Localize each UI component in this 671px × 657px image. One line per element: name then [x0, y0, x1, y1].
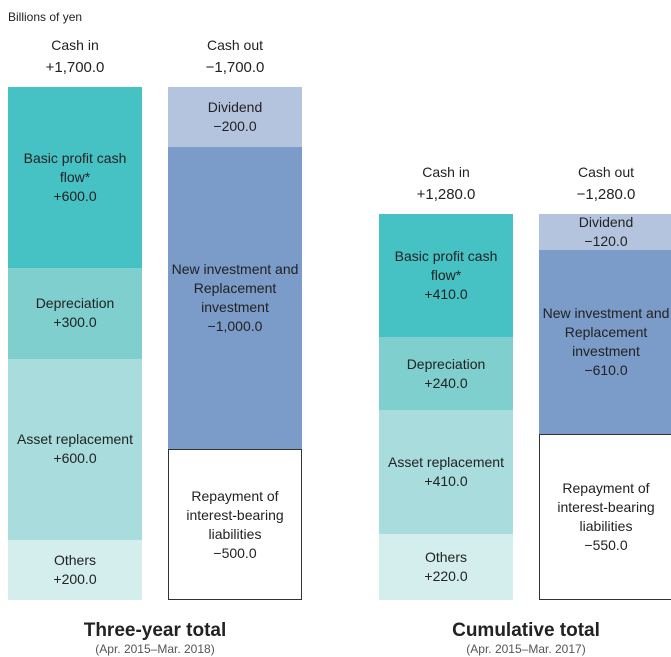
segment-value: −610.0 [584, 361, 628, 378]
segment-name: Repayment of interest-bearing liabilitie… [186, 487, 284, 542]
segment-name: Depreciation [35, 295, 115, 312]
segment-name: Repayment of interest-bearing liabilitie… [557, 480, 655, 534]
bar-segment: Depreciation +300.0 [8, 268, 142, 359]
bar-segment: New investment and Replacement investmen… [168, 147, 302, 450]
segment-name: Others [53, 551, 96, 568]
segment-name: Basic profit cash flow* [394, 248, 498, 284]
bar-segment: Basic profit cash flow* +600.0 [8, 87, 142, 269]
panel-title: Cumulative total [452, 620, 600, 641]
segment-name: Others [424, 548, 467, 565]
segment-value: +410.0 [424, 286, 468, 303]
bar-segment: Asset replacement +410.0 [379, 409, 513, 534]
segment-name: Dividend [578, 213, 634, 230]
segment-value: −550.0 [584, 537, 628, 553]
bar-segment: Repayment of interest-bearing liabilitie… [539, 434, 671, 600]
bar-segment: Others +200.0 [8, 539, 142, 600]
segment-value: +300.0 [53, 314, 97, 331]
segment-value: +240.0 [424, 374, 468, 391]
segment-value: −120.0 [584, 232, 628, 249]
segment-name: Asset replacement [388, 453, 504, 470]
segment-name: Depreciation [406, 355, 486, 372]
segment-name: New investment and Replacement investmen… [171, 261, 299, 316]
category-label: Cash in [422, 163, 470, 180]
category-label: Cash out [577, 163, 635, 180]
bar-segment: Dividend −120.0 [539, 213, 671, 250]
segment-value: +200.0 [53, 570, 97, 587]
panel-title: Three-year total [83, 620, 227, 641]
bar-segment: Basic profit cash flow* +410.0 [379, 213, 513, 338]
segment-value: +600.0 [53, 188, 97, 205]
total-label: −1,700.0 [205, 59, 265, 76]
segment-name: Basic profit cash flow* [23, 150, 127, 186]
segment-value: +600.0 [53, 450, 97, 467]
unit-label: Billions of yen [8, 10, 83, 24]
panel-subtitle: (Apr. 2015–Mar. 2018) [95, 642, 215, 656]
bar-segment: Asset replacement +600.0 [8, 358, 142, 540]
total-label: +1,700.0 [45, 59, 105, 76]
bar-segment: Depreciation +240.0 [379, 337, 513, 410]
category-label: Cash in [51, 37, 99, 53]
bar-segment: Repayment of interest-bearing liabilitie… [168, 449, 302, 600]
segment-name: Dividend [207, 99, 263, 116]
category-label: Cash out [206, 37, 264, 53]
segment-value: +410.0 [424, 472, 468, 489]
segment-value: −500.0 [213, 544, 257, 561]
segment-value: −1,000.0 [207, 318, 263, 335]
segment-value: +220.0 [424, 567, 468, 584]
bar-segment: Others +220.0 [379, 533, 513, 600]
segment-name: New investment and Replacement investmen… [542, 304, 670, 359]
bar-segment: New investment and Replacement investmen… [539, 249, 671, 434]
total-label: +1,280.0 [416, 185, 476, 203]
bar-segment: Dividend −200.0 [168, 87, 302, 148]
panel-subtitle: (Apr. 2015–Mar. 2017) [466, 642, 586, 656]
total-label: −1,280.0 [576, 185, 636, 203]
segment-name: Asset replacement [17, 431, 133, 448]
segment-value: −200.0 [213, 118, 257, 135]
